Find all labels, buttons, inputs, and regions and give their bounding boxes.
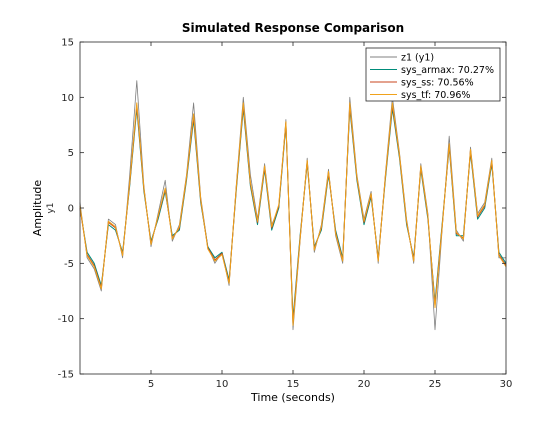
y-tick-label: -10	[58, 314, 74, 325]
x-tick-label: 20	[358, 379, 371, 390]
y-tick-label: 5	[68, 148, 74, 159]
y-tick-label: -5	[64, 259, 74, 270]
x-axis-label: Time (seconds)	[250, 391, 335, 404]
x-tick-label: 15	[287, 379, 300, 390]
x-tick-label: 25	[429, 379, 442, 390]
y-tick-label: 0	[68, 204, 74, 215]
x-tick-label: 5	[148, 379, 154, 390]
y-tick-label: -15	[58, 370, 74, 381]
legend-items: z1 (y1)sys_armax: 70.27% sys_ss: 70.56%sy…	[370, 53, 494, 101]
legend-label-1: z1 (y1)	[401, 53, 434, 64]
y-tick-label: 10	[61, 93, 74, 104]
legend-label-4: sys_tf: 70.96%	[401, 90, 470, 101]
series-line-4	[79, 102, 507, 326]
x-ticks: 5 10 15 20 25 30	[148, 42, 513, 390]
y-tick-label: 15	[61, 38, 74, 49]
x-tick-label: 30	[500, 379, 513, 390]
y-axis-label: Amplitude	[31, 180, 44, 237]
y-ticks: -15 -10 -5 0 5 10 15	[58, 38, 506, 381]
legend[interactable]: z1 (y1)sys_armax: 70.27% sys_ss: 70.56%sy…	[365, 47, 501, 102]
chart-title: Simulated Response Comparison	[182, 21, 404, 35]
x-tick-label: 10	[216, 379, 229, 390]
legend-label-3: sys_ss: 70.56%	[401, 78, 474, 89]
series-line-1	[79, 80, 506, 331]
channel-label: y1	[46, 202, 56, 213]
legend-label-2: sys_armax: 70.27%	[401, 65, 494, 76]
plot-lines	[79, 80, 507, 331]
